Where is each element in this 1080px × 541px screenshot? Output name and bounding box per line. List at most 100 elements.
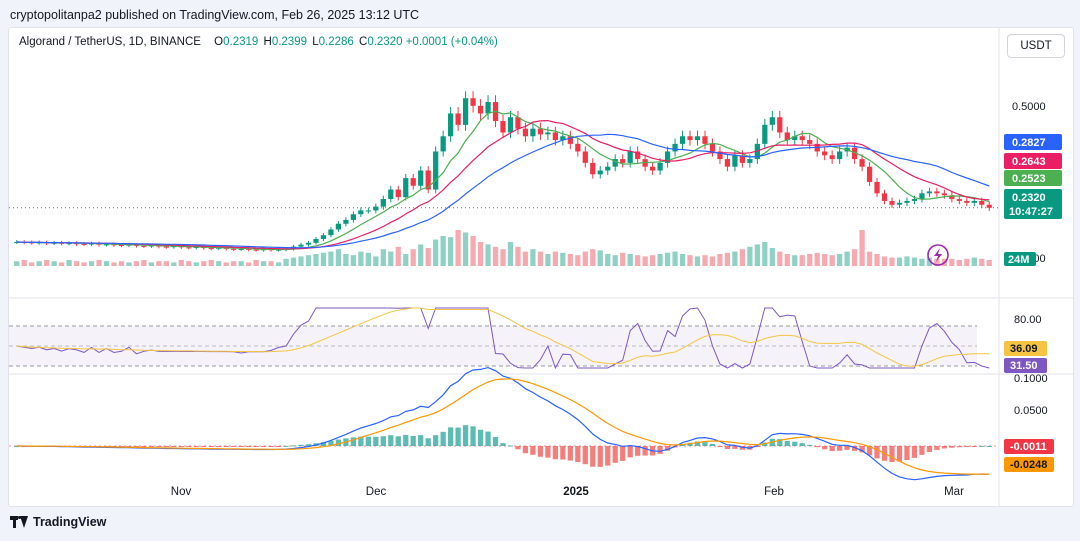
volume-bar	[560, 252, 566, 266]
volume-bar	[448, 237, 454, 266]
macd-histogram-bar	[620, 446, 626, 461]
change-value: +0.0001 (+0.04%)	[405, 36, 498, 48]
volume-bar	[814, 252, 820, 266]
macd-histogram-bar	[829, 446, 835, 452]
volume-bar	[156, 261, 162, 266]
candle-body	[837, 151, 843, 160]
currency-selector[interactable]: USDT	[1007, 34, 1065, 58]
volume-bar	[253, 260, 259, 266]
macd-histogram-bar	[380, 436, 386, 446]
candle-body	[679, 136, 686, 144]
candle-body	[216, 247, 222, 249]
macd-hist-axis-label: -0.0011	[1010, 441, 1047, 453]
volume-bar	[485, 244, 491, 266]
macd-histogram-bar	[971, 446, 977, 447]
candle-body	[335, 223, 342, 230]
volume-bar	[515, 246, 521, 266]
volume-bar	[492, 246, 499, 266]
volume-bar	[635, 255, 641, 266]
volume-bar	[66, 260, 72, 266]
candle-body	[896, 202, 903, 205]
volume-bar	[896, 257, 903, 266]
chart-canvas[interactable]: 0.50000.40000.10000.28270.26430.25230.23…	[9, 28, 1074, 507]
candle-body	[440, 136, 446, 152]
volume-bar	[380, 249, 386, 266]
volume-bar	[290, 257, 297, 266]
macd-histogram-bar	[664, 446, 671, 451]
candle-body	[246, 248, 252, 250]
candle-body	[941, 193, 947, 196]
macd-histogram-bar	[485, 431, 491, 446]
volume-bar	[926, 257, 933, 266]
macd-histogram-bar	[702, 442, 708, 446]
volume-bar	[178, 260, 184, 266]
macd-histogram-bar	[642, 446, 648, 456]
volume-bar	[275, 262, 282, 266]
volume-bar	[522, 251, 529, 266]
volume-bar	[664, 252, 671, 266]
macd-histogram-bar	[709, 443, 716, 446]
macd-histogram-bar	[612, 446, 618, 463]
candle-body	[500, 121, 506, 133]
candle-body	[507, 117, 514, 133]
volume-bar	[911, 257, 918, 266]
volume-bar	[724, 252, 731, 266]
volume-bar	[313, 254, 319, 266]
candle-body	[597, 170, 603, 175]
volume-bar	[298, 256, 304, 266]
candle-body	[956, 199, 962, 201]
volume-bar	[410, 249, 416, 266]
macd-histogram-bar	[455, 427, 461, 446]
volume-bar	[822, 254, 828, 266]
bar-countdown-label: 10:47:27	[1009, 206, 1053, 218]
volume-bar	[103, 261, 110, 266]
ma-mid-line	[16, 119, 990, 250]
low-label: L	[312, 36, 319, 48]
open-value: 0.2319	[223, 36, 259, 48]
candle-body	[792, 136, 798, 141]
macd-histogram-bar	[724, 446, 731, 450]
macd-histogram-bar	[597, 446, 603, 467]
candle-body	[964, 200, 970, 203]
volume-bar	[73, 261, 80, 266]
chart-frame[interactable]: 0.50000.40000.10000.28270.26430.25230.23…	[8, 27, 1074, 507]
volume-bar	[979, 258, 985, 266]
candle-body	[575, 143, 581, 152]
volume-bar	[919, 258, 925, 266]
candle-body	[889, 200, 895, 205]
macd-histogram-bar	[350, 437, 356, 446]
volume-bar	[702, 255, 708, 266]
candle-body	[358, 210, 364, 215]
symbol-title[interactable]: Algorand / TetherUS, 1D, BINANCE	[19, 36, 201, 48]
low-value: 0.2286	[318, 36, 354, 48]
volume-bar	[14, 261, 20, 266]
candle-body	[425, 170, 431, 190]
candle-body	[388, 189, 394, 200]
macd-histogram-bar	[448, 427, 454, 446]
macd-histogram-bar	[530, 446, 536, 455]
volume-bar	[507, 242, 514, 266]
candle-body	[919, 193, 925, 200]
rsi-ma-line	[16, 307, 990, 367]
close-label: C	[359, 36, 368, 48]
volume-bar	[231, 261, 237, 266]
footer-brand[interactable]: TradingView	[10, 515, 106, 529]
candle-body	[365, 210, 371, 212]
macd-histogram-bar	[657, 446, 663, 454]
volume-bar	[687, 255, 693, 266]
volume-label-bg	[1004, 252, 1036, 266]
volume-bar	[717, 254, 723, 266]
volume-bar	[328, 251, 334, 266]
candle-body	[874, 181, 880, 194]
candle-body	[171, 246, 177, 248]
macd-histogram-bar	[567, 446, 573, 461]
candle-body	[979, 200, 985, 205]
candle-body	[118, 245, 125, 247]
macd-histogram-bar	[792, 441, 798, 446]
macd-histogram-bar	[575, 446, 581, 463]
macd-histogram-bar	[246, 446, 252, 447]
macd-histogram-bar	[515, 446, 521, 450]
candle-body	[784, 132, 790, 141]
volume-bar	[709, 256, 716, 266]
volume-bar	[889, 257, 895, 266]
